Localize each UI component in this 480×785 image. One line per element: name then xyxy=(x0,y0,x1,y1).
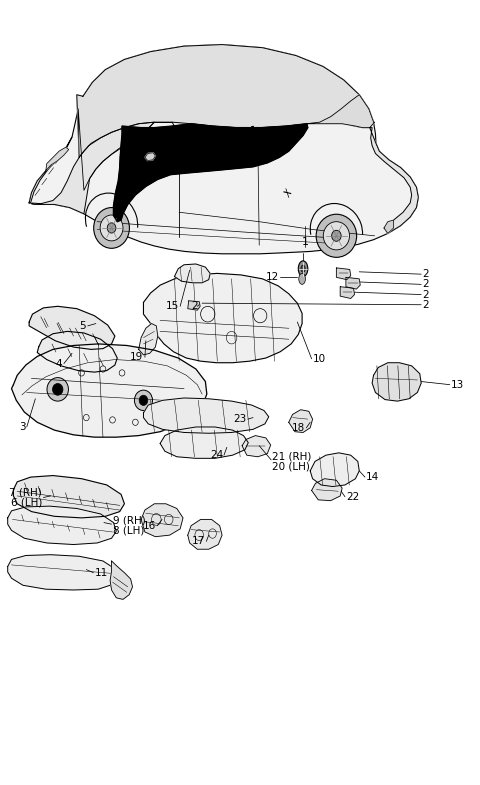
Polygon shape xyxy=(29,122,155,214)
Text: 5: 5 xyxy=(80,321,86,331)
Text: 17: 17 xyxy=(192,536,205,546)
Text: 13: 13 xyxy=(451,380,464,389)
Polygon shape xyxy=(8,555,117,590)
Text: 14: 14 xyxy=(366,472,379,482)
Text: 21 (RH): 21 (RH) xyxy=(272,451,312,462)
Ellipse shape xyxy=(332,230,341,241)
Polygon shape xyxy=(110,561,132,600)
Polygon shape xyxy=(145,153,156,161)
Polygon shape xyxy=(372,363,421,401)
Text: 2: 2 xyxy=(422,269,429,279)
Text: 2: 2 xyxy=(191,301,198,312)
Polygon shape xyxy=(29,137,72,203)
Polygon shape xyxy=(307,95,374,128)
Text: 23: 23 xyxy=(234,414,247,424)
Ellipse shape xyxy=(299,273,305,284)
Polygon shape xyxy=(144,398,269,433)
Text: 15: 15 xyxy=(166,301,179,312)
Text: 2: 2 xyxy=(422,290,429,300)
Polygon shape xyxy=(144,273,302,363)
Polygon shape xyxy=(289,410,312,433)
Text: 22: 22 xyxy=(346,491,359,502)
Ellipse shape xyxy=(324,221,349,250)
Polygon shape xyxy=(174,264,210,283)
Ellipse shape xyxy=(52,384,63,395)
Text: 10: 10 xyxy=(312,354,326,363)
Text: 8 (LH): 8 (LH) xyxy=(112,525,144,535)
Text: 9 (RH): 9 (RH) xyxy=(112,515,145,525)
Polygon shape xyxy=(29,306,115,349)
Text: 4: 4 xyxy=(56,359,62,368)
Ellipse shape xyxy=(134,390,153,411)
Polygon shape xyxy=(46,148,69,171)
Polygon shape xyxy=(346,277,360,289)
Text: 12: 12 xyxy=(266,272,279,283)
Polygon shape xyxy=(188,520,222,550)
Polygon shape xyxy=(370,128,419,233)
Ellipse shape xyxy=(301,265,305,272)
Ellipse shape xyxy=(139,395,148,405)
Text: 24: 24 xyxy=(210,450,223,460)
Text: 2: 2 xyxy=(422,279,429,290)
Polygon shape xyxy=(12,344,207,437)
Text: 16: 16 xyxy=(143,520,156,531)
Polygon shape xyxy=(310,453,359,487)
Ellipse shape xyxy=(316,214,357,257)
Polygon shape xyxy=(29,45,419,254)
Polygon shape xyxy=(8,506,116,545)
Ellipse shape xyxy=(298,261,308,276)
Ellipse shape xyxy=(100,215,123,241)
Polygon shape xyxy=(188,301,200,310)
Text: 2: 2 xyxy=(422,300,429,310)
Text: 7 (RH): 7 (RH) xyxy=(9,487,42,498)
Text: 3: 3 xyxy=(19,422,26,432)
Polygon shape xyxy=(340,287,355,298)
Polygon shape xyxy=(312,479,342,501)
Polygon shape xyxy=(141,504,183,537)
Polygon shape xyxy=(336,268,351,279)
Polygon shape xyxy=(37,331,117,372)
Text: 20 (LH): 20 (LH) xyxy=(272,462,310,472)
Text: 1: 1 xyxy=(302,237,309,246)
Polygon shape xyxy=(113,124,308,221)
Polygon shape xyxy=(13,476,124,518)
Text: 19: 19 xyxy=(130,352,144,362)
Polygon shape xyxy=(78,109,155,190)
Polygon shape xyxy=(139,323,158,355)
Text: 18: 18 xyxy=(292,423,305,433)
Polygon shape xyxy=(242,436,271,457)
Text: 11: 11 xyxy=(95,568,108,578)
Polygon shape xyxy=(77,45,373,158)
Ellipse shape xyxy=(107,223,116,233)
Polygon shape xyxy=(384,220,394,233)
Polygon shape xyxy=(160,427,248,458)
Ellipse shape xyxy=(94,207,130,248)
Ellipse shape xyxy=(47,378,69,401)
Text: 6 (LH): 6 (LH) xyxy=(11,498,42,508)
